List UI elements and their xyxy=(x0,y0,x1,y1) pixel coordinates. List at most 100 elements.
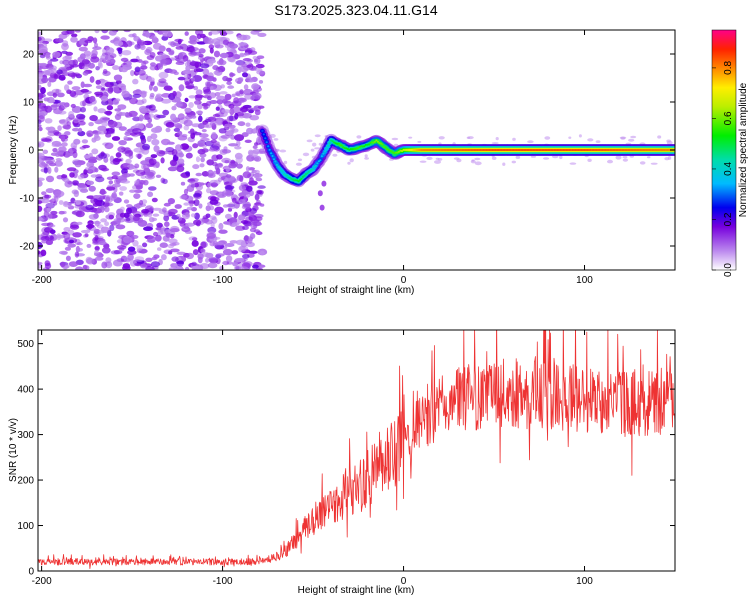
spectrogram-cell xyxy=(175,97,181,102)
spectrogram-cell xyxy=(42,70,51,76)
spectrogram-cell xyxy=(209,47,214,54)
spectrogram-cell xyxy=(215,106,220,111)
spectrogram-cell xyxy=(259,148,264,153)
spectrogram-cell xyxy=(587,158,592,162)
spectrogram-cell xyxy=(156,114,166,119)
spectrogram-cell xyxy=(41,222,51,227)
spectrogram-cell xyxy=(222,75,229,82)
spectrogram-cell xyxy=(120,57,129,62)
spectrogram-cell xyxy=(171,256,179,262)
spectrogram-cell xyxy=(215,44,224,49)
spectrogram-cell xyxy=(89,115,98,122)
spectrogram-cell xyxy=(283,160,288,165)
spectrogram-cell xyxy=(164,221,170,227)
spectrogram-cell xyxy=(183,188,189,195)
spectrogram-cell xyxy=(118,112,128,116)
spectrogram-cell xyxy=(81,65,89,70)
colorbar-tick-label: 0.6 xyxy=(723,111,734,125)
spectrogram-cell xyxy=(223,221,231,225)
spectrogram-cell xyxy=(117,104,127,110)
spectrogram-cell xyxy=(121,168,128,175)
spectrogram-cell xyxy=(191,261,197,266)
spectrogram-cell xyxy=(253,173,262,179)
spectrogram-ridge-cell xyxy=(316,162,319,165)
spectrogram-cell xyxy=(255,63,265,69)
spectrogram-cell xyxy=(238,266,249,270)
spectrogram-cell xyxy=(69,90,77,97)
spectrogram-cell xyxy=(177,113,185,120)
spectrogram-cell xyxy=(58,210,65,215)
spectrogram-cell xyxy=(97,108,106,114)
spectrogram-ridge-cell xyxy=(514,149,517,151)
spectrogram-cell xyxy=(242,254,250,259)
spectrogram-cell xyxy=(168,208,178,215)
spectrogram-cell xyxy=(189,61,199,67)
spectrogram-cell xyxy=(90,174,98,178)
spectrogram-cell xyxy=(258,80,264,84)
spectrogram-cell xyxy=(59,261,66,267)
spectrogram-ridge-cell xyxy=(274,160,277,163)
spectrogram-cell xyxy=(122,236,132,244)
spectrogram-cell xyxy=(213,70,219,76)
colorbar: 0.0 0.2 0.4 0.6 0.8 Normalized spectral ampl… xyxy=(711,29,749,277)
spectrogram-ridge-cell xyxy=(264,137,267,140)
spectrogram-cell xyxy=(200,137,210,142)
spectrogram-cell xyxy=(306,139,313,143)
spectrogram-cell xyxy=(243,221,252,227)
spectrogram-cell xyxy=(622,156,628,159)
spectrogram-cell xyxy=(222,260,230,266)
spectrogram-cell xyxy=(257,185,266,189)
spectrogram-cell xyxy=(97,60,102,68)
spectrogram-cell xyxy=(143,30,149,33)
spectrogram-cell xyxy=(39,62,48,67)
spectrogram-cell xyxy=(73,117,80,124)
spectrogram-cell xyxy=(347,161,351,165)
spectrogram-cell xyxy=(91,137,97,143)
spectrogram-cell xyxy=(236,140,241,147)
spectrogram-cell xyxy=(207,182,212,188)
spectrogram-cell xyxy=(248,150,259,158)
spectrogram-cell xyxy=(220,134,231,139)
spectrogram-cell xyxy=(630,135,637,139)
spectrogram-cell xyxy=(175,46,184,50)
spectrogram-ridge-cell xyxy=(379,142,382,145)
spectrogram-cell xyxy=(134,180,140,185)
spectrogram-cell xyxy=(121,50,132,56)
spectrogram-cell xyxy=(145,122,153,129)
colorbar-tick-label: 0.8 xyxy=(723,61,734,75)
spectrogram-cell xyxy=(221,149,232,154)
spectrogram-cell xyxy=(194,182,200,188)
spectrogram-cell xyxy=(179,195,188,200)
spectrogram-x-ticks: -200 -100 0 100 xyxy=(32,30,593,286)
spectrogram-cell xyxy=(55,89,60,94)
snr-series-line xyxy=(38,330,675,569)
spectrogram-cell xyxy=(312,142,317,147)
spectrogram-cell xyxy=(54,166,59,173)
spectrogram-cell xyxy=(83,154,91,159)
spectrogram-ridge-cell xyxy=(285,174,289,177)
spectrogram-cell xyxy=(102,69,108,74)
spectrogram-cell xyxy=(86,161,95,168)
spectrogram-cell xyxy=(203,89,212,95)
spectrogram-ridge-cell xyxy=(317,190,323,197)
spectrogram-cell xyxy=(94,220,100,227)
spectrogram-cell xyxy=(208,44,215,49)
spectrogram-cell xyxy=(126,207,132,215)
spectrogram-cell xyxy=(191,115,197,119)
spectrogram-cell xyxy=(144,171,153,176)
spectrogram-cell xyxy=(75,200,81,205)
spectrogram-cell xyxy=(146,135,152,143)
spectrogram-cell xyxy=(254,193,260,201)
spectrogram-cell xyxy=(61,174,68,179)
spectrogram-cell xyxy=(128,33,135,38)
spectrogram-cell xyxy=(96,253,103,258)
spectrogram-cell xyxy=(95,66,100,71)
spectrogram-cell xyxy=(234,112,239,120)
spectrogram-cell xyxy=(229,58,236,63)
spectrogram-cell xyxy=(191,123,201,128)
spectrogram-cell xyxy=(197,142,204,147)
spectrogram-cell xyxy=(50,58,59,62)
spectrogram-cell xyxy=(145,266,155,270)
spectrogram-cell xyxy=(45,202,55,209)
spectrogram-cell xyxy=(111,183,121,188)
